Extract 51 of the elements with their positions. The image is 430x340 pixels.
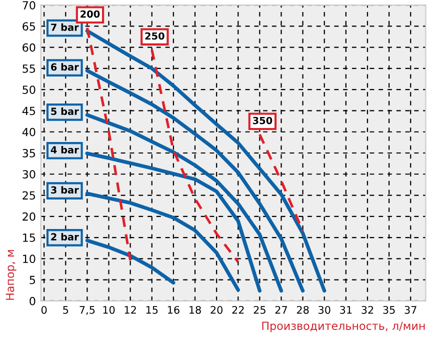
series-label: 200 xyxy=(80,10,100,18)
x-tick-label: 5 xyxy=(63,306,68,314)
x-tick-label: 12 xyxy=(124,306,136,314)
x-tick-label: 28 xyxy=(296,306,309,314)
series-label: 5 bar xyxy=(51,107,79,116)
line-series xyxy=(85,68,305,293)
line-series xyxy=(85,152,262,293)
y-tick-label: 50 xyxy=(22,86,36,94)
x-tick-label: 27 xyxy=(275,306,287,314)
series-label: 6 bar xyxy=(51,63,79,71)
y-tick-label: 25 xyxy=(22,191,36,200)
series-label: 7 bar xyxy=(51,23,79,31)
series-label: 350 xyxy=(252,116,272,124)
series-label: 2 bar xyxy=(51,232,79,241)
y-tick-label: 70 xyxy=(22,1,36,10)
x-tick-label: 37 xyxy=(404,306,416,314)
y-tick-label: 30 xyxy=(22,170,36,179)
x-tick-label: 35 xyxy=(383,306,395,314)
y-tick-label: 55 xyxy=(22,64,36,73)
y-tick-label: 5 xyxy=(30,276,36,284)
x-tick-label: 7,5 xyxy=(80,306,95,315)
line-series xyxy=(85,238,176,285)
y-tick-label: 15 xyxy=(23,234,36,242)
y-tick-label: 40 xyxy=(22,128,36,136)
line-series xyxy=(150,48,240,264)
x-tick-label: 15 xyxy=(146,306,158,314)
line-series xyxy=(85,192,240,292)
x-tick-label: 18 xyxy=(190,306,201,314)
series-label: 3 bar xyxy=(51,186,79,194)
y-tick-label: 60 xyxy=(22,43,36,52)
x-tick-label: 31 xyxy=(340,306,352,314)
line-series xyxy=(85,113,284,293)
x-tick-label: 25 xyxy=(254,306,266,314)
series-label: 4 bar xyxy=(50,146,79,154)
x-tick-label: 10 xyxy=(103,306,115,314)
line-series xyxy=(85,29,326,293)
y-tick-label: 35 xyxy=(22,148,36,158)
x-tick-label: 16 xyxy=(168,306,180,314)
series-label: 250 xyxy=(145,32,164,40)
x-tick-label: 32 xyxy=(362,306,374,314)
y-axis-title: Напор, м xyxy=(6,250,16,300)
x-tick-label: 30 xyxy=(318,306,330,314)
x-tick-label: 0 xyxy=(41,306,47,314)
x-axis-title: Производительность, л/мин xyxy=(262,322,425,332)
y-tick-label: 20 xyxy=(22,212,36,221)
x-tick-label: 20 xyxy=(210,306,222,314)
y-tick-label: 65 xyxy=(22,22,36,31)
y-tick-label: 0 xyxy=(30,296,36,306)
x-tick-label: 22 xyxy=(232,306,244,314)
y-tick-label: 10 xyxy=(23,254,36,264)
y-tick-label: 45 xyxy=(22,106,36,116)
